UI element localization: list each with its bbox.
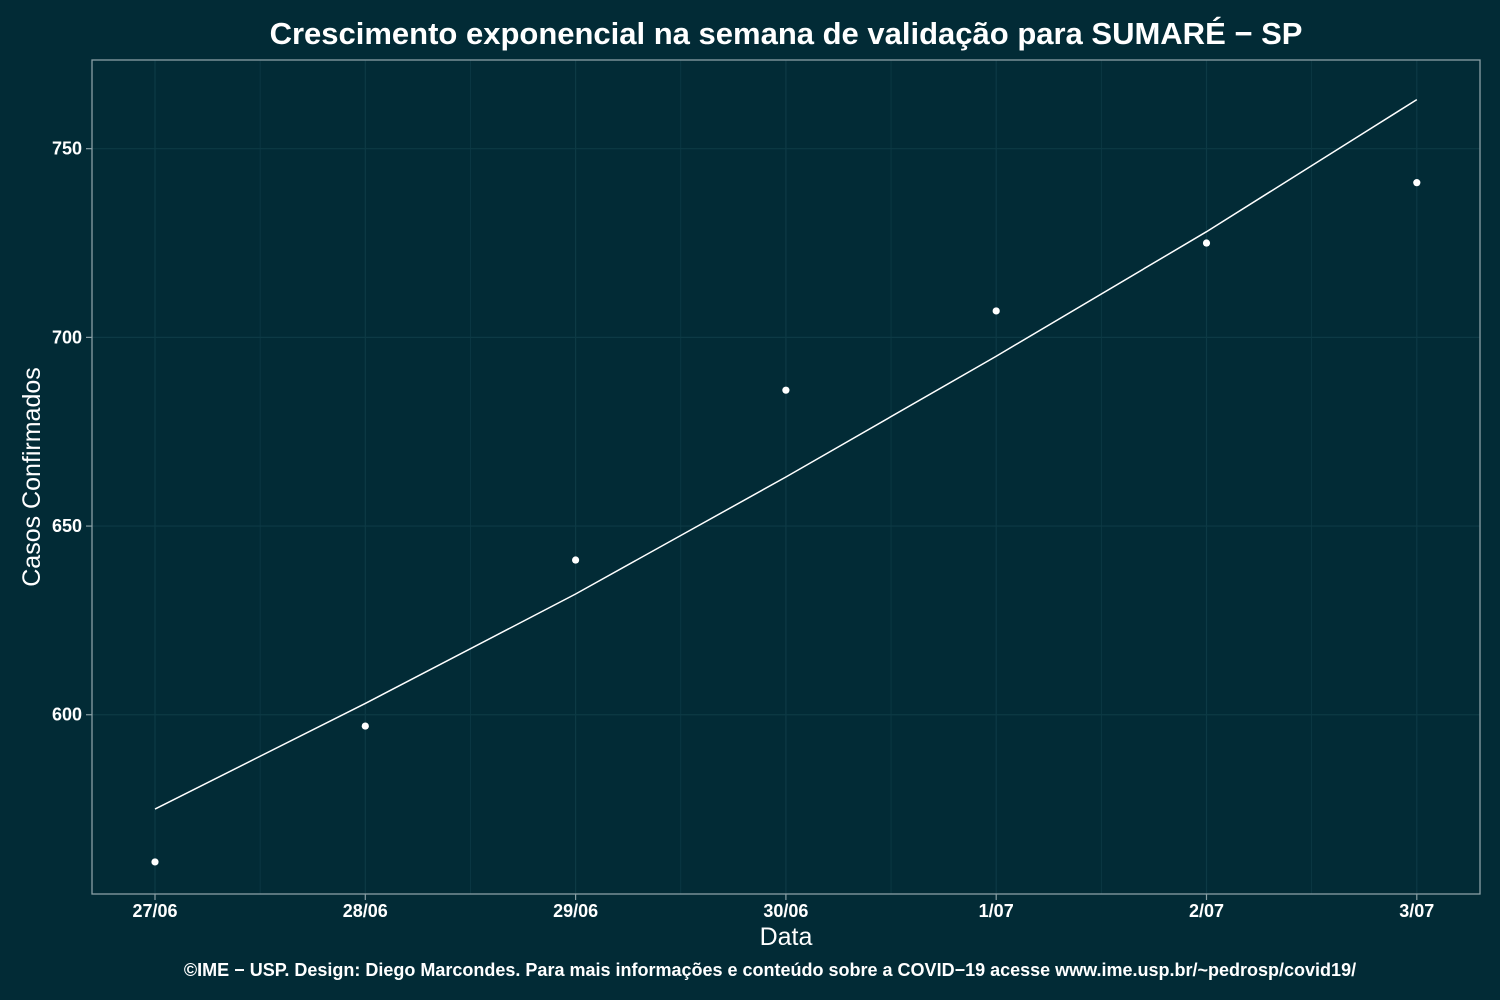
data-point [782,386,790,394]
x-tick-label: 1/07 [979,901,1014,921]
y-axis-title: Casos Confirmados [18,367,46,587]
grid-lines [92,60,1480,894]
data-point [1202,239,1211,247]
y-axis-ticks: 600 650 700 750 [52,139,92,725]
x-tick-label: 27/06 [132,901,177,921]
x-tick-label: 3/07 [1399,901,1434,921]
x-tick-label: 29/06 [553,901,598,921]
x-axis-title: Data [760,923,813,951]
data-point [361,722,369,730]
data-series [151,98,1421,866]
y-tick-label: 650 [52,516,82,536]
chart-caption: ©IME − USP. Design: Diego Marcondes. Par… [184,960,1356,980]
y-tick-label: 700 [52,327,82,347]
y-tick-label: 600 [52,705,82,725]
data-point [992,307,1000,315]
fitted-curve-line [154,98,1418,810]
data-point [151,858,159,866]
x-tick-label: 28/06 [343,901,388,921]
chart-title: Crescimento exponencial na semana de val… [270,16,1303,51]
data-point [572,556,580,564]
y-tick-label: 750 [52,139,82,159]
data-point [1413,179,1421,187]
x-axis-ticks: 27/06 28/06 29/06 30/06 1/07 2/07 3/07 [132,894,1434,921]
x-tick-label: 30/06 [763,901,808,921]
x-tick-label: 2/07 [1189,901,1224,921]
